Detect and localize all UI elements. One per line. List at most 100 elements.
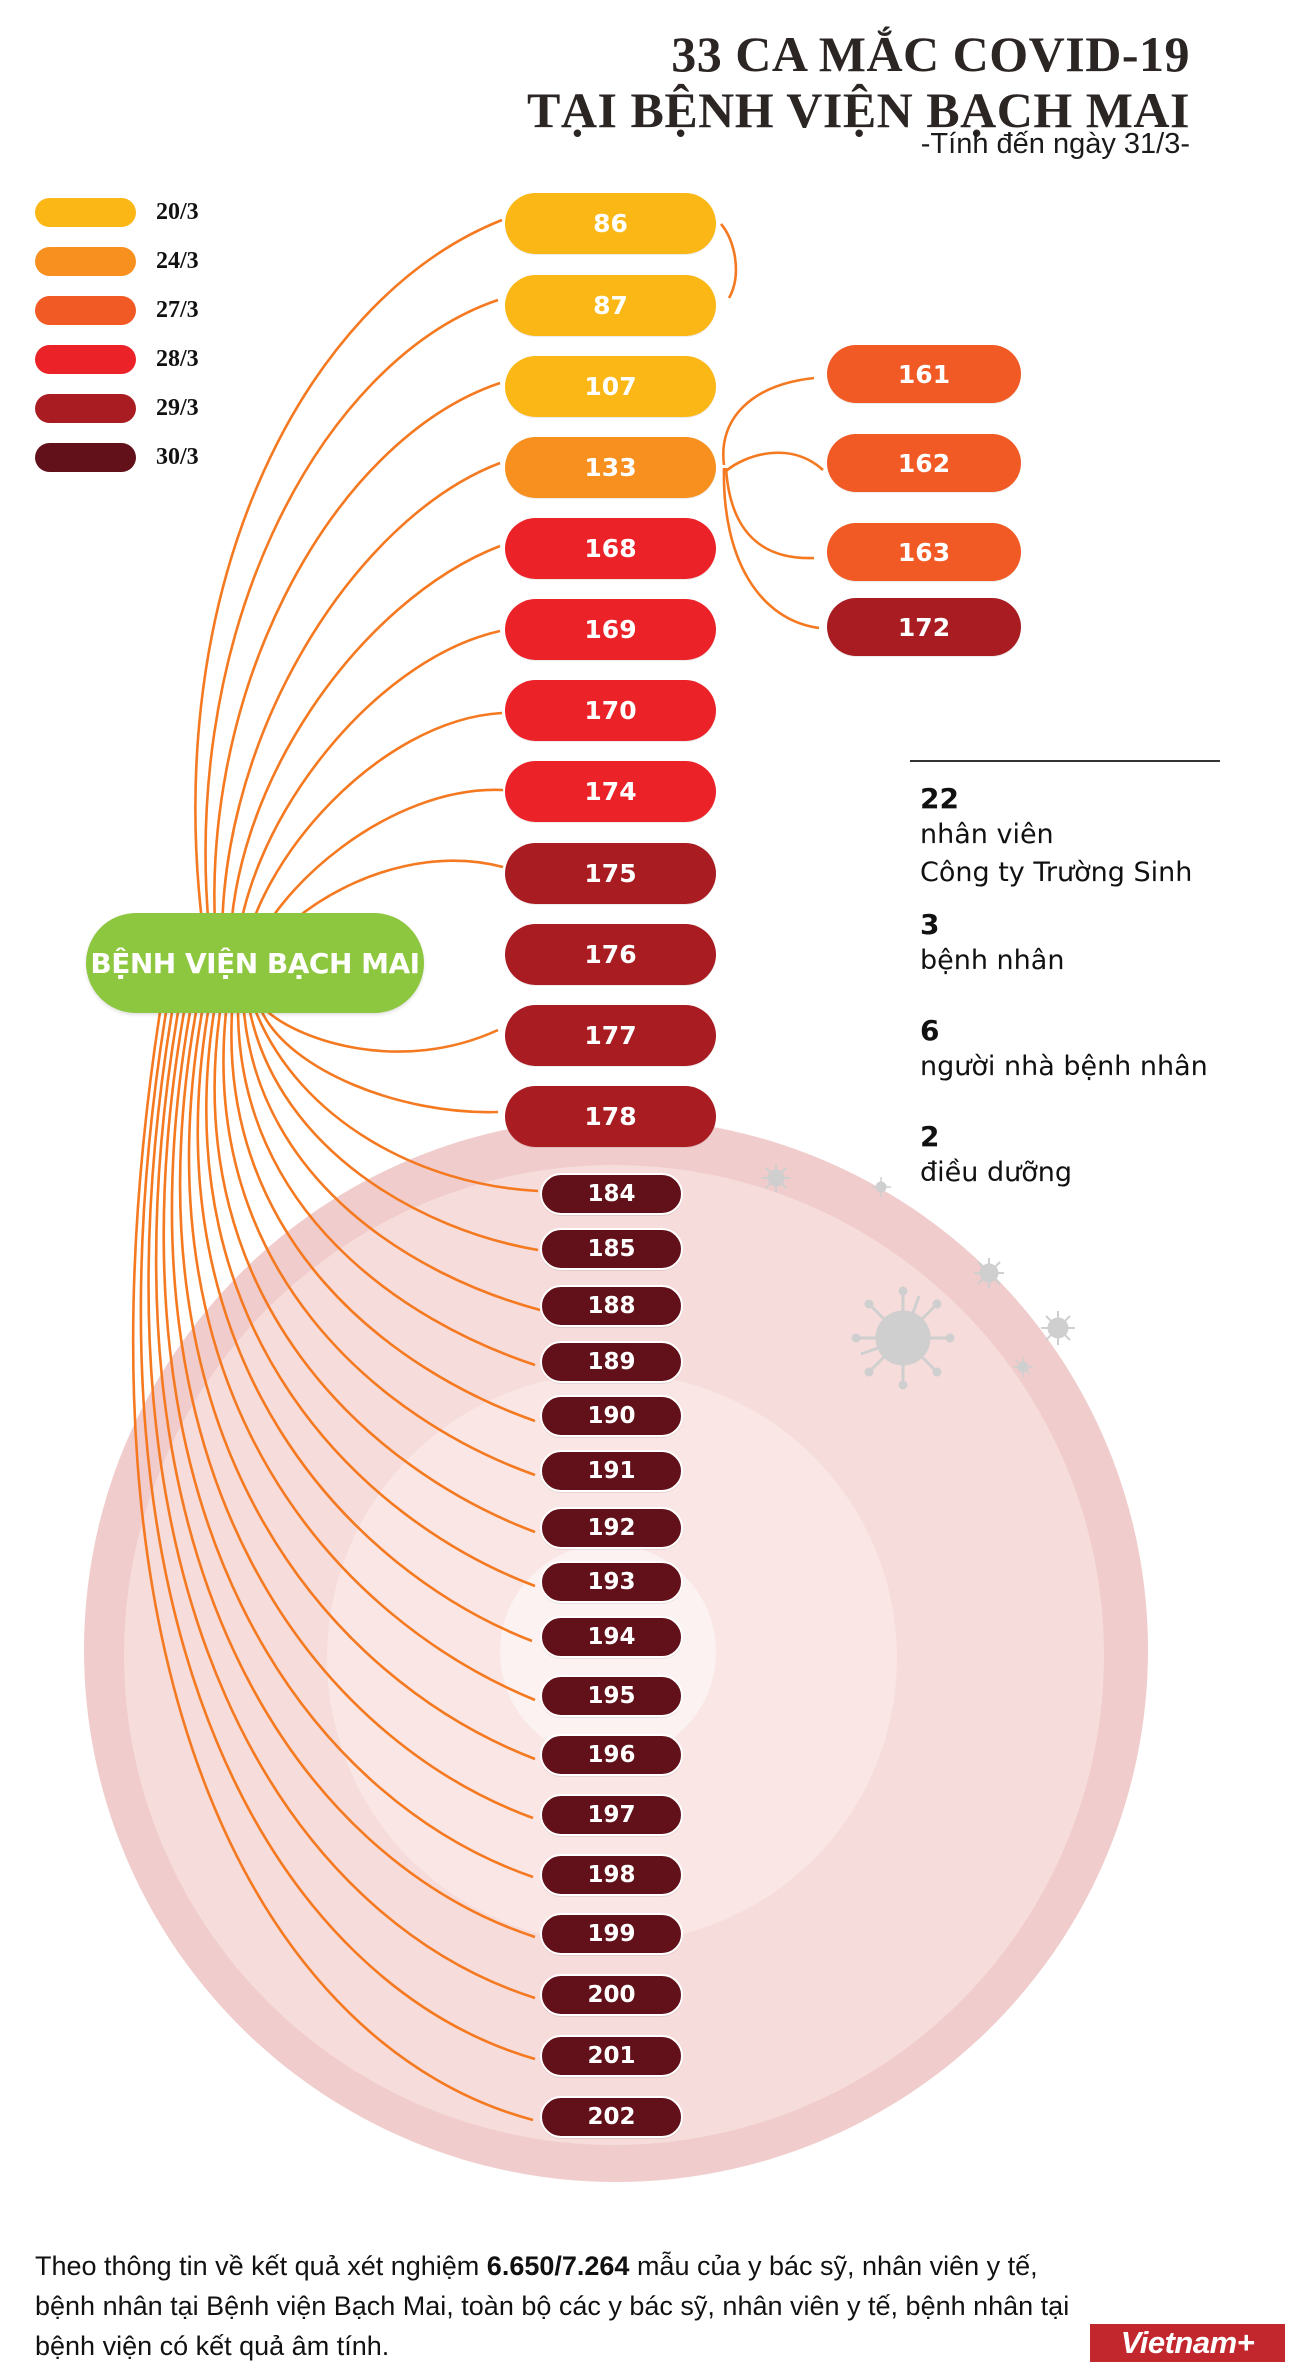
line-195 bbox=[187, 1011, 536, 1702]
line-188 bbox=[242, 1011, 541, 1312]
case-pill-163: 163 bbox=[827, 523, 1021, 581]
case-pill-199: 199 bbox=[540, 1913, 683, 1955]
case-pill-185: 185 bbox=[540, 1228, 683, 1270]
line-199 bbox=[154, 1011, 536, 1939]
case-pill-194: 194 bbox=[540, 1616, 683, 1658]
legend-swatch bbox=[35, 345, 136, 374]
footer-text-after: mẫu của y bác sỹ, nhân viên y tế, bệnh n… bbox=[35, 2251, 1070, 2361]
case-pill-162: 162 bbox=[827, 434, 1021, 492]
virus-icon-small bbox=[762, 1164, 790, 1192]
line-196 bbox=[178, 1011, 536, 1761]
line-200 bbox=[147, 1011, 536, 2000]
legend-label: 30/3 bbox=[156, 444, 199, 470]
case-pill-195: 195 bbox=[540, 1675, 683, 1717]
line-168 bbox=[228, 544, 501, 966]
line-197 bbox=[170, 1011, 534, 1820]
line-201 bbox=[139, 1011, 536, 2061]
legend-swatch bbox=[35, 296, 136, 325]
line-86 bbox=[194, 218, 503, 966]
title-line-2: TẠI BỆNH VIỆN BẠCH MAI bbox=[527, 82, 1190, 138]
case-pill-178: 178 bbox=[505, 1086, 716, 1147]
footer-text-before: Theo thông tin về kết quả xét nghiệm bbox=[35, 2251, 487, 2281]
stat-description: nhân viên bbox=[920, 819, 1054, 850]
virus-icon-small bbox=[1041, 1311, 1075, 1345]
case-pill-191: 191 bbox=[540, 1450, 683, 1492]
title-line-1: 33 CA MẮC COVID-19 bbox=[671, 26, 1190, 82]
legend-swatch bbox=[35, 198, 136, 227]
legend-label: 28/3 bbox=[156, 346, 199, 372]
line-194 bbox=[196, 1011, 533, 1643]
legend-item-20-3: 20/3 bbox=[35, 188, 199, 237]
stat-item-patients: 3 bệnh nhân bbox=[920, 908, 1230, 980]
line-184 bbox=[254, 1011, 539, 1193]
line-133-161 bbox=[721, 376, 815, 466]
line-185 bbox=[248, 1011, 539, 1252]
case-pill-168: 168 bbox=[505, 518, 716, 579]
legend-item-28-3: 28/3 bbox=[35, 335, 199, 384]
line-87 bbox=[204, 298, 499, 966]
case-pill-184: 184 bbox=[540, 1173, 683, 1215]
footer-highlight: 6.650/7.264 bbox=[486, 2251, 630, 2281]
case-pill-175: 175 bbox=[505, 843, 716, 904]
case-pill-197: 197 bbox=[540, 1794, 683, 1836]
stat-description: Công ty Trường Sinh bbox=[920, 857, 1193, 888]
case-pill-172: 172 bbox=[827, 598, 1021, 656]
virus-icon-small bbox=[1013, 1357, 1033, 1377]
stats-divider bbox=[910, 760, 1220, 762]
stat-number: 3 bbox=[920, 908, 940, 941]
case-pill-169: 169 bbox=[505, 599, 716, 660]
line-193 bbox=[205, 1011, 536, 1588]
stats-panel: 22 nhân viên Công ty Trường Sinh 3 bệnh … bbox=[910, 760, 1230, 1192]
hospital-hub-label: BỆNH VIỆN BẠCH MAI bbox=[86, 913, 424, 1013]
stat-number: 22 bbox=[920, 782, 959, 815]
case-pill-86: 86 bbox=[505, 193, 716, 254]
connection-lines bbox=[131, 218, 824, 2122]
line-133-163 bbox=[724, 467, 815, 560]
stat-description: người nhà bệnh nhân bbox=[920, 1051, 1208, 1082]
legend-item-27-3: 27/3 bbox=[35, 286, 199, 335]
virus-decorations bbox=[762, 1164, 1075, 1390]
page-title: 33 CA MẮC COVID-19 TẠI BỆNH VIỆN BẠCH MA… bbox=[527, 26, 1190, 138]
case-pill-201: 201 bbox=[540, 2035, 683, 2077]
legend-item-24-3: 24/3 bbox=[35, 237, 199, 286]
case-pill-196: 196 bbox=[540, 1734, 683, 1776]
case-pill-176: 176 bbox=[505, 924, 716, 985]
case-pill-170: 170 bbox=[505, 680, 716, 741]
case-pill-133: 133 bbox=[505, 437, 716, 498]
virus-icon bbox=[851, 1286, 955, 1390]
stat-description: điều dưỡng bbox=[920, 1157, 1072, 1188]
footer-note: Theo thông tin về kết quả xét nghiệm 6.6… bbox=[35, 2246, 1095, 2366]
virus-icon-small bbox=[871, 1177, 891, 1197]
case-pill-177: 177 bbox=[505, 1005, 716, 1066]
stat-item-company-staff: 22 nhân viên Công ty Trường Sinh bbox=[920, 782, 1230, 892]
line-198 bbox=[162, 1011, 534, 1879]
case-pill-192: 192 bbox=[540, 1507, 683, 1549]
legend-item-30-3: 30/3 bbox=[35, 433, 199, 482]
case-pill-193: 193 bbox=[540, 1561, 683, 1603]
line-178 bbox=[260, 1011, 499, 1114]
case-pill-161: 161 bbox=[827, 345, 1021, 403]
line-191 bbox=[222, 1011, 536, 1477]
legend-label: 29/3 bbox=[156, 395, 199, 421]
legend-swatch bbox=[35, 247, 136, 276]
stat-item-patient-relatives: 6 người nhà bệnh nhân bbox=[920, 1014, 1230, 1086]
line-189 bbox=[236, 1011, 536, 1367]
case-pill-189: 189 bbox=[540, 1341, 683, 1383]
line-86-87 bbox=[719, 223, 738, 299]
stat-item-nurses: 2 điều dưỡng bbox=[920, 1120, 1230, 1192]
legend-swatch bbox=[35, 394, 136, 423]
line-133 bbox=[220, 461, 501, 966]
line-107 bbox=[213, 381, 501, 966]
stat-number: 2 bbox=[920, 1120, 940, 1153]
subtitle-date: -Tính đến ngày 31/3- bbox=[920, 128, 1190, 160]
line-133-162 bbox=[725, 451, 824, 472]
virus-icon-small bbox=[974, 1258, 1004, 1288]
vietnamplus-logo: Vietnam+ bbox=[1090, 2324, 1285, 2362]
line-169 bbox=[234, 629, 501, 966]
line-190 bbox=[230, 1011, 536, 1423]
line-192 bbox=[213, 1011, 536, 1534]
stat-number: 6 bbox=[920, 1014, 940, 1047]
case-pill-174: 174 bbox=[505, 761, 716, 822]
case-pill-87: 87 bbox=[505, 275, 716, 336]
legend-label: 27/3 bbox=[156, 297, 199, 323]
